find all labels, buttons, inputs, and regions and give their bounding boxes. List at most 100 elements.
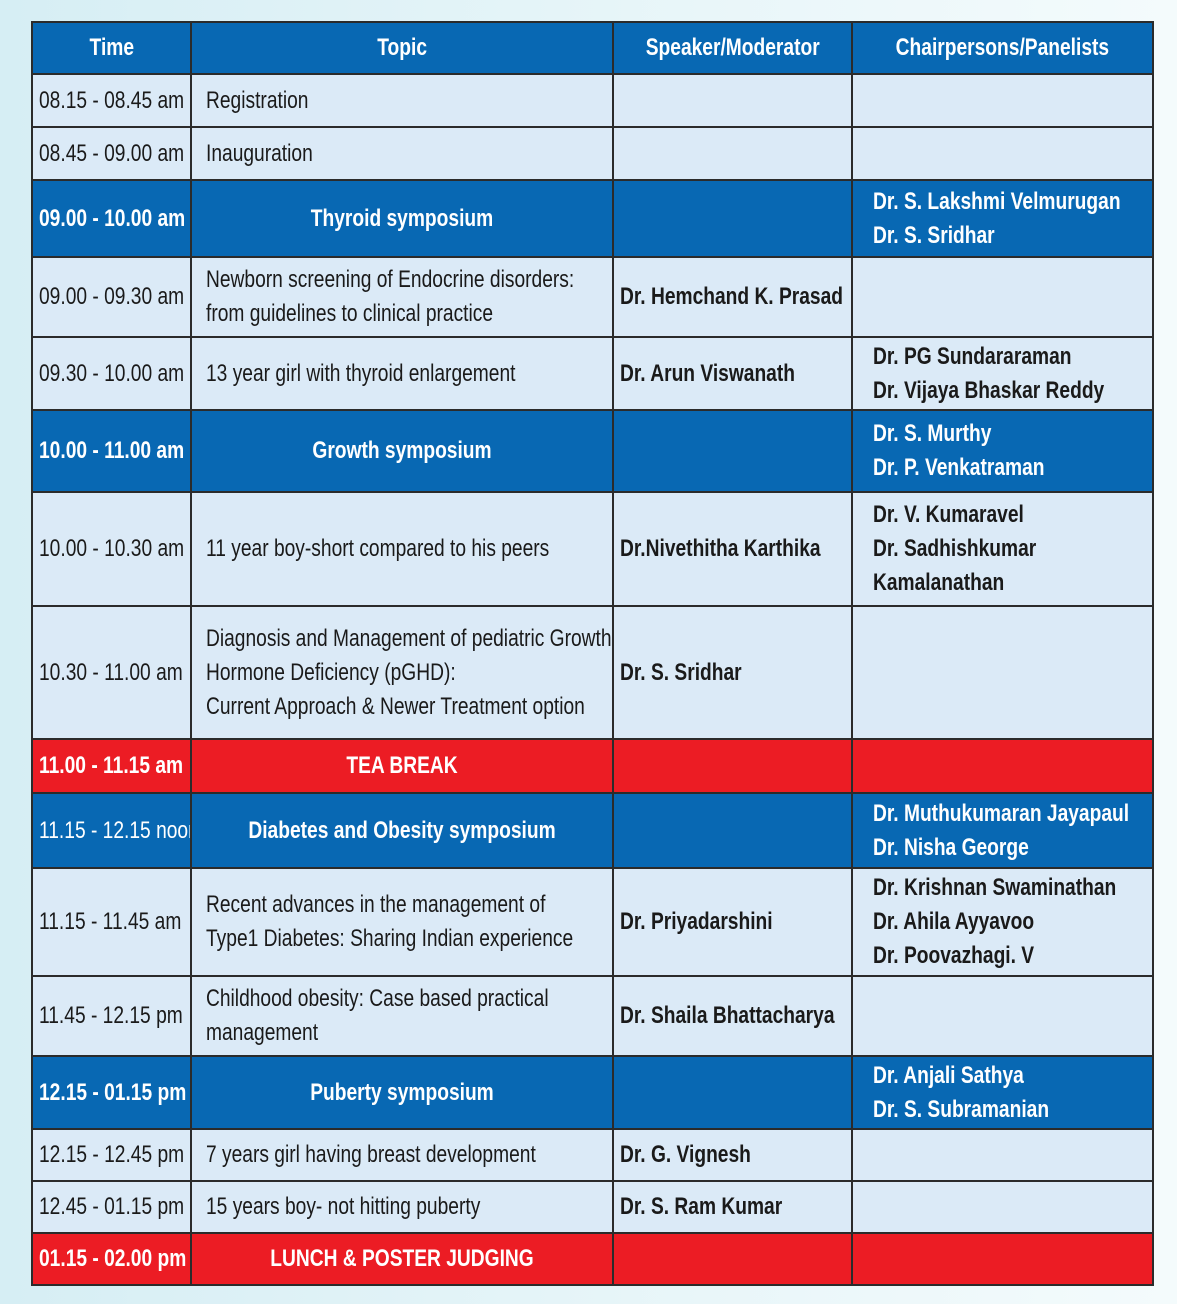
time-cell: 08.45 - 09.00 am [31,126,192,181]
chairs-cell [851,1232,1154,1286]
chairperson-name: Dr. S. Sridhar [873,221,995,249]
speaker-name: Dr. Shaila Bhattacharya [620,1002,835,1029]
time-text: 09.00 - 09.30 am [39,283,185,310]
speaker-name: Dr. G. Vignesh [620,1141,751,1168]
speaker-cell [612,179,853,258]
speaker-cell [612,409,853,493]
topic-cell: Newborn screening of Endocrine disorders… [190,256,614,338]
chairperson-name: Dr. P. Venkatraman [873,454,1045,481]
speaker-cell: Dr. S. Ram Kumar [612,1180,853,1234]
schedule-row: 12.15 - 12.45 pm 7 years girl having bre… [31,1128,1154,1182]
topic-text: Thyroid symposium [310,204,494,232]
topic-cell: Inauguration [190,126,614,181]
topic-text: Diagnosis and Management of pediatric Gr… [206,624,612,652]
chairs-cell: Dr. Anjali Sathya Dr. S. Subramanian [851,1055,1154,1130]
topic-text: Growth symposium [312,437,492,464]
topic-cell: Growth symposium [190,409,614,493]
time-text: 12.15 - 01.15 pm [39,1078,187,1106]
topic-text: Childhood obesity: Case based practical [206,985,549,1012]
speaker-cell [612,73,853,128]
chairperson-name: Kamalanathan [873,569,1005,596]
time-text: 12.15 - 12.45 pm [39,1141,185,1168]
header-time-label: Time [89,34,134,61]
speaker-cell: Dr. S. Sridhar [612,605,853,740]
topic-cell: Diagnosis and Management of pediatric Gr… [190,605,614,740]
chairs-cell: Dr. Muthukumaran Jayapaul Dr. Nisha Geor… [851,792,1154,869]
chairs-cell [851,73,1154,128]
time-text: 12.45 - 01.15 pm [39,1193,185,1220]
chairperson-name: Dr. Sadhishkumar [873,535,1037,562]
schedule-row: 10.30 - 11.00 am Diagnosis and Managemen… [31,605,1154,740]
time-cell: 12.15 - 01.15 pm [31,1055,192,1130]
chairs-cell [851,126,1154,181]
time-cell: 11.15 - 11.45 am [31,867,192,977]
chairs-cell: Dr. V. Kumaravel Dr. Sadhishkumar Kamala… [851,491,1154,607]
topic-cell: Registration [190,73,614,128]
time-text: 09.30 - 10.00 am [39,359,185,387]
topic-text: Newborn screening of Endocrine disorders… [206,266,575,293]
time-cell: 08.15 - 08.45 am [31,73,192,128]
time-cell: 11.45 - 12.15 pm [31,975,192,1057]
time-text: 11.45 - 12.15 pm [39,1002,183,1029]
chairs-cell: Dr. S. Lakshmi Velmurugan Dr. S. Sridhar [851,179,1154,258]
topic-cell: 15 years boy- not hitting puberty [190,1180,614,1234]
chairs-cell [851,1128,1154,1182]
time-text: 08.45 - 09.00 am [39,139,185,167]
chairs-cell: Dr. Krishnan Swaminathan Dr. Ahila Ayyav… [851,867,1154,977]
time-cell: 10.30 - 11.00 am [31,605,192,740]
topic-text: 7 years girl having breast development [206,1141,536,1168]
chairperson-name: Dr. PG Sundararaman [873,342,1072,370]
topic-cell: TEA BREAK [190,738,614,794]
header-chairs: Chairpersons/Panelists [851,21,1154,75]
time-cell: 11.15 - 12.15 noon [31,792,192,869]
chairperson-name: Dr. Ahila Ayyavoo [873,908,1035,935]
topic-text: Current Approach & Newer Treatment optio… [206,692,585,720]
topic-cell: Childhood obesity: Case based practical … [190,975,614,1057]
speaker-name: Dr. Arun Viswanath [620,359,795,387]
schedule-row: 12.15 - 01.15 pm Puberty symposium Dr. A… [31,1055,1154,1130]
time-cell: 11.00 - 11.15 am [31,738,192,794]
schedule-row: 08.15 - 08.45 am Registration [31,73,1154,128]
speaker-name: Dr. Hemchand K. Prasad [620,283,844,310]
topic-text: management [206,1019,319,1046]
chairperson-name: Dr. Muthukumaran Jayapaul [873,799,1130,827]
schedule-row: 10.00 - 10.30 am 11 year boy-short compa… [31,491,1154,607]
topic-text: Hormone Deficiency (pGHD): [206,658,456,686]
time-text: 09.00 - 10.00 am [39,204,186,232]
chairperson-name: Dr. Vijaya Bhaskar Reddy [873,376,1105,404]
time-cell: 10.00 - 11.00 am [31,409,192,493]
schedule-row: 08.45 - 09.00 am Inauguration [31,126,1154,181]
chairperson-name: Dr. Anjali Sathya [873,1061,1024,1089]
schedule-row: 11.15 - 12.15 noon Diabetes and Obesity … [31,792,1154,869]
speaker-cell: Dr. G. Vignesh [612,1128,853,1182]
speaker-cell [612,1055,853,1130]
speaker-cell: Dr. Arun Viswanath [612,336,853,411]
topic-cell: Puberty symposium [190,1055,614,1130]
time-text: 08.15 - 08.45 am [39,86,185,114]
chairperson-name: Dr. V. Kumaravel [873,501,1024,528]
header-speaker-label: Speaker/Moderator [645,34,820,61]
schedule-row: 09.00 - 10.00 am Thyroid symposium Dr. S… [31,179,1154,258]
topic-text: 15 years boy- not hitting puberty [206,1193,481,1220]
speaker-cell: Dr. Priyadarshini [612,867,853,977]
topic-text: 11 year boy-short compared to his peers [206,535,550,562]
speaker-cell: Dr. Hemchand K. Prasad [612,256,853,338]
chairs-cell: Dr. S. Murthy Dr. P. Venkatraman [851,409,1154,493]
topic-cell: 7 years girl having breast development [190,1128,614,1182]
chairs-cell [851,738,1154,794]
speaker-name: Dr. S. Ram Kumar [620,1193,783,1220]
speaker-cell: Dr.Nivethitha Karthika [612,491,853,607]
schedule-row: 12.45 - 01.15 pm 15 years boy- not hitti… [31,1180,1154,1234]
topic-text: from guidelines to clinical practice [206,300,494,327]
header-time: Time [31,21,192,75]
chairperson-name: Dr. S. Murthy [873,420,992,447]
chairs-cell [851,1180,1154,1234]
topic-cell: 13 year girl with thyroid enlargement [190,336,614,411]
schedule-row: 11.00 - 11.15 am TEA BREAK [31,738,1154,794]
chairperson-name: Dr. S. Subramanian [873,1095,1050,1123]
schedule-row: 09.30 - 10.00 am 13 year girl with thyro… [31,336,1154,411]
chairperson-name: Dr. Krishnan Swaminathan [873,874,1117,901]
speaker-cell [612,126,853,181]
chairs-cell: Dr. PG Sundararaman Dr. Vijaya Bhaskar R… [851,336,1154,411]
header-speaker: Speaker/Moderator [612,21,853,75]
